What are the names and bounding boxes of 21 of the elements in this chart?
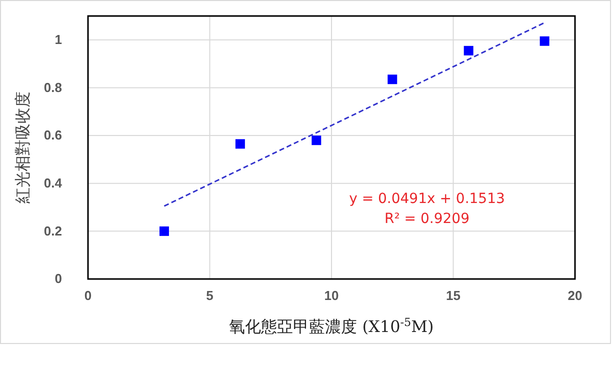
point <box>388 74 398 84</box>
x-tick-label: 5 <box>206 288 214 304</box>
x-tick-label: 15 <box>446 288 460 304</box>
y-tick-label: 0.8 <box>44 80 62 95</box>
y-tick-label: 0.2 <box>44 223 62 238</box>
y-tick-label: 1 <box>54 32 62 48</box>
point <box>464 46 474 56</box>
x-tick-label: 10 <box>324 288 339 304</box>
y-tick-label: 0 <box>54 271 62 286</box>
point <box>540 36 550 46</box>
x-tick-label: 0 <box>84 288 92 304</box>
point <box>159 226 169 236</box>
y-axis-title: 紅光相對吸收度 <box>13 92 32 204</box>
point <box>312 136 322 146</box>
annotation: R² = 0.9209 <box>384 211 470 227</box>
point <box>235 139 245 149</box>
annotation: y = 0.0491x + 0.1513 <box>349 191 505 207</box>
y-tick-label: 0.6 <box>44 128 62 143</box>
x-axis-title: 氧化態亞甲藍濃度 (X10$^{-5}$M) <box>229 316 434 336</box>
y-tick-label: 0.4 <box>44 176 63 191</box>
x-tick-label: 20 <box>568 288 582 304</box>
